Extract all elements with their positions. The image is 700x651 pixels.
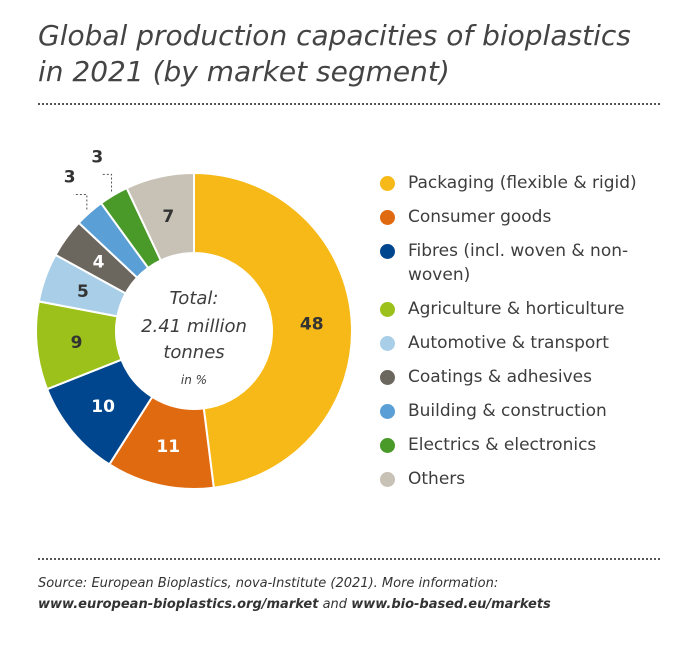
bottom-divider <box>38 558 660 560</box>
source-link-european-bioplastics[interactable]: www.european-bioplastics.org/market <box>38 597 319 612</box>
slice-others <box>125 171 195 262</box>
slice-value-label: 9 <box>71 333 83 353</box>
legend-label: Consumer goods <box>408 207 552 227</box>
legend-swatch <box>380 370 395 385</box>
donut-callouts <box>73 173 113 210</box>
source-links: www.european-bioplastics.org/market and … <box>38 594 551 615</box>
legend-label: Others <box>408 469 466 489</box>
legend-item-building: Building & construction <box>380 399 658 423</box>
legend-item-others: Others <box>380 467 658 491</box>
legend-item-consumer-goods: Consumer goods <box>380 205 658 229</box>
legend-swatch <box>380 210 395 225</box>
donut-slices <box>35 171 353 490</box>
legend-item-fibres: Fibres (incl. woven & non-woven) <box>380 239 658 287</box>
legend-item-electrics: Electrics & electronics <box>380 433 658 457</box>
source-conjunction: and <box>318 597 352 612</box>
legend-swatch <box>380 302 395 317</box>
legend-label: Building & construction <box>408 401 607 421</box>
slice-value-label: 10 <box>91 397 115 417</box>
center-label-line-3: tonnes <box>163 342 224 363</box>
donut-chart: 48 11 10 9 54 33 7 Total: 2.41 million tonnes … <box>35 147 353 490</box>
legend-swatch <box>380 472 395 487</box>
source-note: Source: European Bioplastics, nova-Insti… <box>38 573 551 615</box>
legend-item-automotive: Automotive & transport <box>380 331 658 355</box>
slice-value-label: 7 <box>162 207 174 227</box>
center-label-line-2: 2.41 million <box>141 316 247 337</box>
chart-title-line-2: in 2021 (by market segment) <box>38 55 450 88</box>
legend-label: Electrics & electronics <box>408 435 597 455</box>
slice-value-label: 11 <box>156 437 180 457</box>
callout-line <box>73 193 88 210</box>
legend: Packaging (flexible & rigid) Consumer go… <box>380 171 658 501</box>
slice-value-label: 5 <box>77 282 89 302</box>
donut-slice-labels: 48 11 10 9 54 33 7 <box>64 147 324 457</box>
legend-label: Fibres (incl. woven & non-woven) <box>408 241 629 285</box>
slice-packaging-flexible-rigid <box>193 171 353 489</box>
legend-swatch <box>380 244 395 259</box>
legend-item-agriculture: Agriculture & horticulture <box>380 297 658 321</box>
chart-title: Global production capacities of bioplast… <box>38 18 631 90</box>
legend-label: Packaging (flexible & rigid) <box>408 173 637 193</box>
slice-value-label: 4 <box>93 253 105 273</box>
legend-label: Agriculture & horticulture <box>408 299 625 319</box>
callout-line <box>101 173 113 192</box>
legend-label: Automotive & transport <box>408 333 609 353</box>
slice-value-label: 48 <box>300 315 324 335</box>
legend-item-coatings: Coatings & adhesives <box>380 365 658 389</box>
source-link-bio-based[interactable]: www.bio-based.eu/markets <box>351 597 551 612</box>
legend-label: Coatings & adhesives <box>408 367 592 387</box>
legend-swatch <box>380 404 395 419</box>
donut-center-label: Total: 2.41 million tonnes in % <box>141 288 247 387</box>
unit-label: in % <box>181 373 207 387</box>
legend-item-packaging: Packaging (flexible & rigid) <box>380 171 658 195</box>
source-text: Source: European Bioplastics, nova-Insti… <box>38 576 499 591</box>
legend-swatch <box>380 438 395 453</box>
slice-value-label: 3 <box>64 167 76 187</box>
top-divider <box>38 103 660 105</box>
slice-value-label: 3 <box>91 147 103 167</box>
legend-swatch <box>380 336 395 351</box>
center-label-line-1: Total: <box>170 288 219 309</box>
chart-title-line-1: Global production capacities of bioplast… <box>38 19 631 52</box>
legend-swatch <box>380 176 395 191</box>
